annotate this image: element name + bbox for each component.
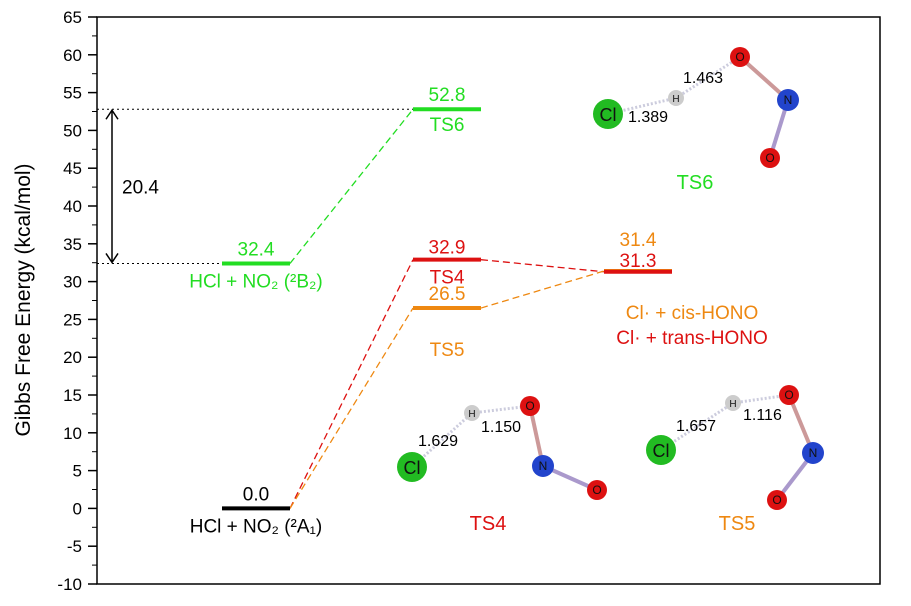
y-tick-label: -5 xyxy=(67,537,82,556)
level-value-r2: 32.4 xyxy=(238,239,275,260)
level-value-p5: 31.4 xyxy=(620,230,657,251)
y-tick-label: -10 xyxy=(57,575,82,594)
y-tick-label: 50 xyxy=(63,121,82,140)
bond-length-1: 1.657 xyxy=(676,418,716,435)
structure-ts6: Cl H O N O 1.389 1.463 TS6 xyxy=(593,47,799,194)
atom-cl xyxy=(646,435,676,465)
level-name-r2: HCl + NO₂ (²B₂) xyxy=(189,271,323,292)
level-name-r: HCl + NO₂ (²A₁) xyxy=(190,516,323,537)
level-value-ts5: 26.5 xyxy=(429,284,466,305)
structure-ts5: Cl H O N O 1.657 1.116 TS5 xyxy=(646,385,824,535)
y-tick-label: 65 xyxy=(63,8,82,27)
atom-label: N xyxy=(784,93,793,107)
atom-o xyxy=(520,396,540,416)
atom-label: H xyxy=(729,399,736,410)
level-name-p4: Cl· + trans-HONO xyxy=(616,328,768,349)
atom-o xyxy=(760,148,780,168)
connector-r2-ts6 xyxy=(289,108,414,264)
structure-title-ts4: TS4 xyxy=(470,513,507,535)
atom-n xyxy=(532,455,554,477)
atom-o xyxy=(730,47,750,67)
atom-o xyxy=(587,480,607,500)
level-value-ts4: 32.9 xyxy=(429,238,466,259)
atom-h xyxy=(464,405,480,421)
bond-length-2: 1.463 xyxy=(683,70,723,87)
bond-length-1: 1.389 xyxy=(628,109,668,126)
atom-label: O xyxy=(525,399,534,413)
connector-r-ts5 xyxy=(289,307,414,509)
atom-h xyxy=(668,90,684,106)
atom-label: O xyxy=(772,493,781,507)
y-tick-label: 45 xyxy=(63,159,82,178)
connector-r-ts4 xyxy=(289,259,414,509)
y-tick-label: 60 xyxy=(63,46,82,65)
atom-label: Cl xyxy=(653,441,670,461)
atom-cl xyxy=(397,452,427,482)
atom-n xyxy=(802,442,824,464)
atom-label: O xyxy=(765,151,774,165)
connector-ts5-p5 xyxy=(480,270,605,309)
bond-length-2: 1.116 xyxy=(743,407,782,424)
y-tick-label: 40 xyxy=(63,197,82,216)
level-name-p5: Cl· + cis-HONO xyxy=(626,303,758,324)
level-value-ts6: 52.8 xyxy=(429,85,466,106)
arrow-heads-icon xyxy=(105,108,119,264)
atom-label: H xyxy=(672,94,679,105)
structure-title-ts6: TS6 xyxy=(677,172,714,194)
atom-label: O xyxy=(784,388,793,402)
hbond xyxy=(675,55,741,100)
y-tick-label: 25 xyxy=(63,310,82,329)
plot-frame xyxy=(96,16,881,585)
connector-ts4-p4 xyxy=(480,259,605,273)
difference-label: 20.4 xyxy=(122,177,159,198)
atom-label: Cl xyxy=(600,105,617,125)
level-name-ts5: TS5 xyxy=(430,340,465,361)
y-tick-label: 55 xyxy=(63,84,82,103)
atom-o xyxy=(779,385,799,405)
structure-ts4: Cl H O N O 1.629 1.150 TS4 xyxy=(397,396,607,535)
hbond xyxy=(732,393,790,405)
y-axis-label: Gibbs Free Energy (kcal/mol) xyxy=(12,163,35,436)
bond-length-2: 1.150 xyxy=(481,419,521,436)
atom-label: N xyxy=(809,446,818,460)
atom-cl xyxy=(593,99,623,129)
y-tick-label: 15 xyxy=(63,386,82,405)
atom-label: H xyxy=(468,409,475,420)
structure-title-ts5: TS5 xyxy=(719,513,756,535)
atom-label: N xyxy=(539,459,548,473)
level-value-r: 0.0 xyxy=(243,484,269,505)
level-name-ts6: TS6 xyxy=(430,115,465,136)
level-name-ts4: TS4 xyxy=(430,268,465,289)
y-tick-label: 10 xyxy=(63,424,82,443)
atom-n xyxy=(777,89,799,111)
y-tick-label: 35 xyxy=(63,235,82,254)
atom-label: O xyxy=(735,50,744,64)
y-tick-label: 30 xyxy=(63,273,82,292)
bond-length-1: 1.629 xyxy=(418,433,458,450)
atom-label: Cl xyxy=(404,458,421,478)
y-tick-label: 5 xyxy=(73,462,82,481)
atom-h xyxy=(725,395,741,411)
atom-label: O xyxy=(592,483,601,497)
y-tick-label: 20 xyxy=(63,348,82,367)
level-value-p4: 31.3 xyxy=(620,251,657,272)
atom-o xyxy=(767,490,787,510)
y-tick-label: 0 xyxy=(73,499,82,518)
